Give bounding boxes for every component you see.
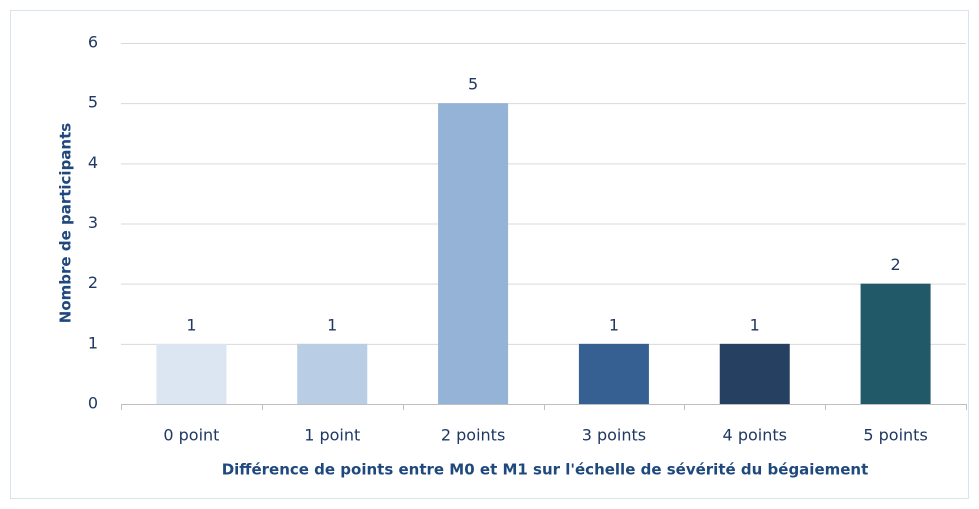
data-label: 2 [890, 255, 900, 274]
x-tick-label: 4 points [723, 426, 787, 445]
data-label: 1 [609, 315, 619, 334]
data-label: 1 [186, 315, 196, 334]
bar [719, 343, 790, 404]
x-tick-label: 5 points [863, 426, 927, 445]
y-tick-label: 3 [88, 213, 98, 232]
bar [438, 103, 509, 405]
data-label: 5 [468, 75, 478, 94]
y-tick-label: 0 [88, 394, 98, 413]
y-tick-label: 6 [88, 33, 98, 52]
y-tick-label: 2 [88, 273, 98, 292]
bar [860, 283, 931, 404]
x-tick-label: 2 points [441, 426, 505, 445]
x-tick-label: 1 point [304, 426, 360, 445]
y-tick-label: 5 [88, 93, 98, 112]
data-label: 1 [750, 315, 760, 334]
data-label: 1 [327, 315, 337, 334]
bar [578, 343, 649, 404]
x-tick-label: 0 point [163, 426, 219, 445]
y-tick-label: 1 [88, 333, 98, 352]
x-tick-label: 3 points [582, 426, 646, 445]
y-axis-title: Nombre de participants [57, 123, 75, 323]
bar [297, 343, 368, 404]
bar [156, 343, 227, 404]
x-axis-title: Différence de points entre M0 et M1 sur … [222, 461, 869, 479]
y-tick-label: 4 [88, 153, 98, 172]
